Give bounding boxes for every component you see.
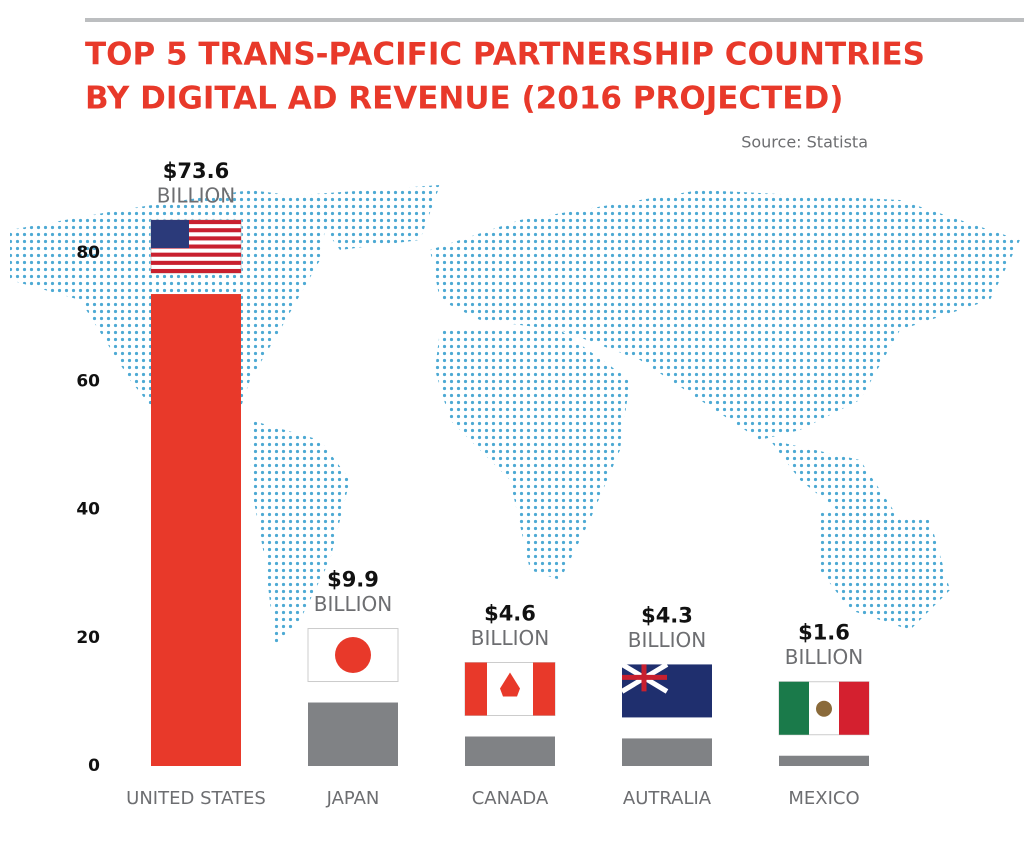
x-tick-label: UNITED STATES xyxy=(126,788,266,809)
unit-label: BILLION xyxy=(157,184,236,208)
unit-label: BILLION xyxy=(785,645,864,669)
flag xyxy=(151,268,241,274)
source: Source: Statista xyxy=(741,133,868,152)
flag xyxy=(151,260,241,265)
flag xyxy=(533,662,555,716)
flag xyxy=(151,244,241,249)
flag xyxy=(151,220,189,249)
bar xyxy=(465,736,555,766)
flag xyxy=(779,681,809,735)
bar xyxy=(779,755,869,766)
value-label: $4.6 xyxy=(484,602,536,626)
value-label: $1.6 xyxy=(798,621,850,645)
x-tick-label: MEXICO xyxy=(788,788,859,809)
x-tick-label: JAPAN xyxy=(326,788,380,809)
chart-title: TOP 5 TRANS-PACIFIC PARTNERSHIP COUNTRIE… xyxy=(85,37,925,73)
flag xyxy=(622,664,667,692)
flag xyxy=(465,662,487,716)
unit-label: BILLION xyxy=(314,592,393,616)
y-tick-label: 60 xyxy=(76,371,100,391)
bar xyxy=(308,702,398,766)
x-tick-label: AUTRALIA xyxy=(623,788,712,809)
y-tick-label: 20 xyxy=(76,628,100,648)
chart-title: BY DIGITAL AD REVENUE (2016 PROJECTED) xyxy=(85,81,843,117)
flag xyxy=(816,700,832,717)
flag xyxy=(151,220,241,225)
value-label: $73.6 xyxy=(163,159,229,183)
value-label: $4.3 xyxy=(641,603,693,627)
unit-label: BILLION xyxy=(628,628,707,652)
bar xyxy=(151,294,241,766)
y-tick-label: 0 xyxy=(88,756,100,776)
flag xyxy=(151,228,241,233)
y-tick-label: 80 xyxy=(76,243,100,263)
y-tick-label: 40 xyxy=(76,500,100,520)
flag xyxy=(151,252,241,257)
x-tick-label: CANADA xyxy=(472,788,549,809)
value-label: $9.9 xyxy=(327,568,379,592)
world-map xyxy=(10,185,1020,645)
flag xyxy=(335,637,371,674)
bar xyxy=(622,738,712,766)
unit-label: BILLION xyxy=(471,626,550,650)
flag xyxy=(839,681,869,735)
flag xyxy=(500,672,520,697)
flag xyxy=(151,236,241,241)
